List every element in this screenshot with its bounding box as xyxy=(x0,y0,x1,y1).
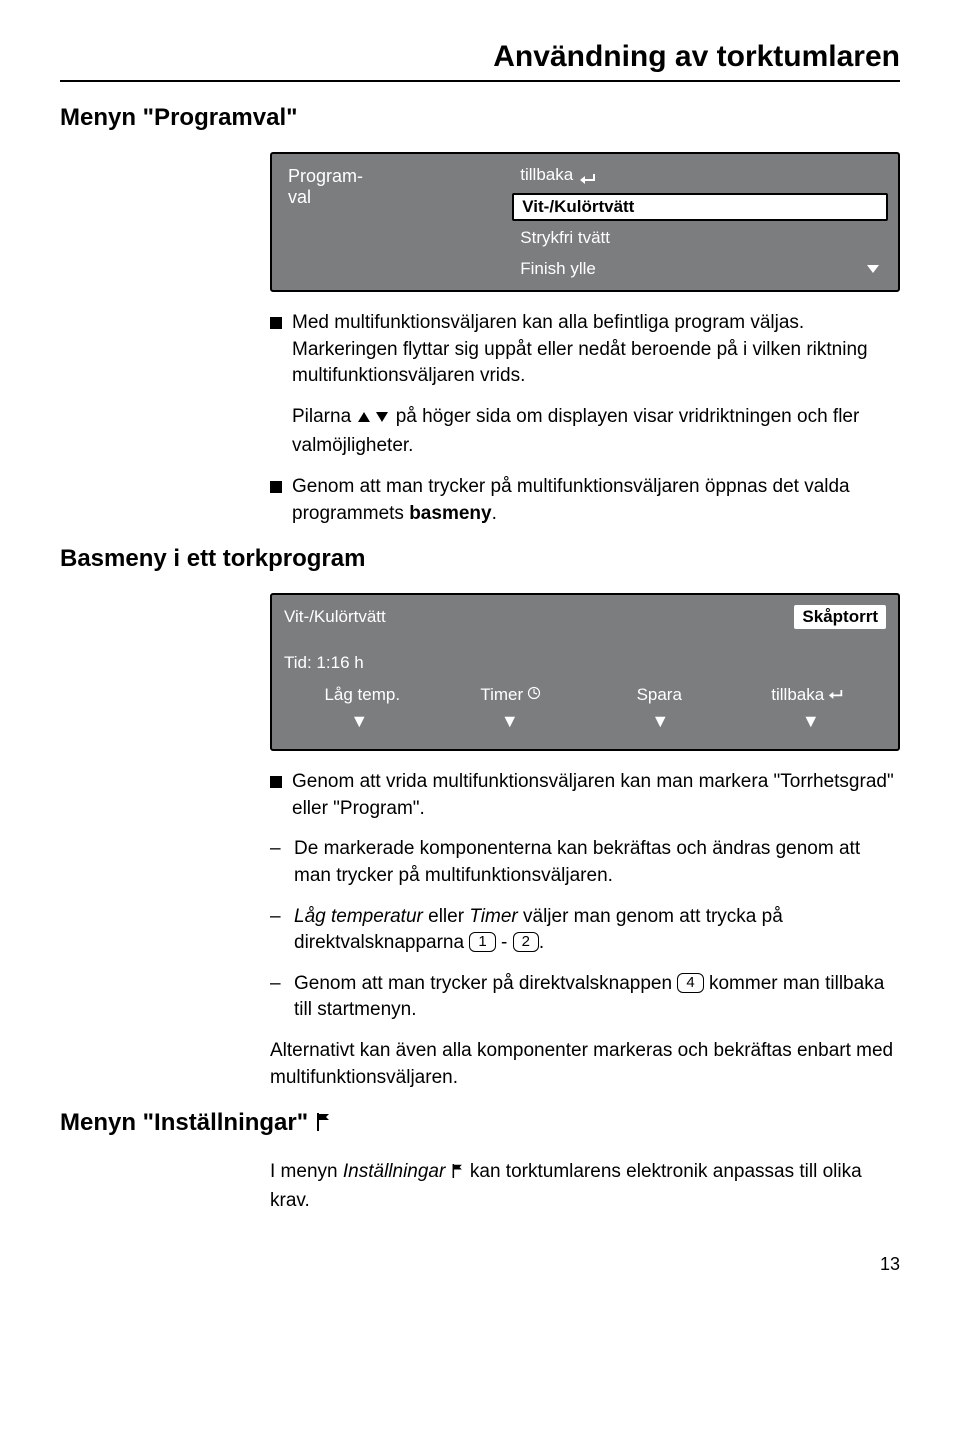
keycap-1: 1 xyxy=(469,932,495,952)
display2-time: Tid: 1:16 h xyxy=(284,653,886,673)
flag-icon xyxy=(451,1161,465,1188)
menu-item-finish-ylle: Finish ylle xyxy=(512,255,888,282)
menu-label: tillbaka xyxy=(520,165,573,185)
down-arrow-icon: ▼ xyxy=(284,711,435,732)
option-tillbaka: tillbaka xyxy=(734,685,883,705)
para-text: De markerade komponenterna kan bekräftas… xyxy=(294,836,900,889)
display-left-line1: Program- xyxy=(288,166,506,187)
page-title: Användning av torktumlaren xyxy=(60,40,900,82)
clock-icon xyxy=(527,685,541,705)
display-menu-list: tillbaka Vit-/Kulörtvätt Strykfri tvätt … xyxy=(512,162,888,282)
keycap-2: 2 xyxy=(513,932,539,952)
menu-label: Finish ylle xyxy=(520,259,596,279)
down-arrow-icon: ▼ xyxy=(585,711,736,732)
display2-options-row: Låg temp. Timer Spara tillbaka xyxy=(284,685,886,705)
section-heading-basmeny: Basmeny i ett torkprogram xyxy=(60,545,900,573)
menu-item-vit-kulortvatt: Vit-/Kulörtvätt xyxy=(512,193,888,221)
page-number: 13 xyxy=(60,1254,900,1275)
down-arrow-icon: ▼ xyxy=(736,711,887,732)
para-text-pilarna: Pilarna på höger sida om displayen visar… xyxy=(292,404,900,460)
square-bullet-icon xyxy=(270,776,282,788)
menu-label: Vit-/Kulörtvätt xyxy=(522,197,634,217)
para-text: Med multifunktionsväljaren kan alla befi… xyxy=(292,310,900,390)
down-arrow-icon xyxy=(866,259,880,279)
flag-icon xyxy=(315,1111,333,1139)
dash-icon: – xyxy=(270,971,284,1024)
para-text: Genom att vrida multifunktionsväljaren k… xyxy=(292,769,900,822)
menu-label: Strykfri tvätt xyxy=(520,228,610,248)
dash-direktval-4: – Genom att man trycker på direktvalskna… xyxy=(270,971,900,1024)
para-text: Låg temperatur eller Timer väljer man ge… xyxy=(294,904,900,957)
display2-badge: Skåptorrt xyxy=(794,605,886,629)
para-installningar: I menyn Inställningar kan torktumlarens … xyxy=(270,1159,900,1214)
dash-icon: – xyxy=(270,836,284,889)
display2-title: Vit-/Kulörtvätt xyxy=(284,607,386,627)
option-spara: Spara xyxy=(585,685,734,705)
down-arrow-icon: ▼ xyxy=(435,711,586,732)
option-timer: Timer xyxy=(437,685,586,705)
square-bullet-icon xyxy=(270,317,282,329)
dash-bekraftas: – De markerade komponenterna kan bekräft… xyxy=(270,836,900,889)
section-heading-programval: Menyn "Programval" xyxy=(60,104,900,132)
display2-arrows-row: ▼ ▼ ▼ ▼ xyxy=(284,711,886,732)
return-icon xyxy=(828,685,844,705)
section-heading-installningar: Menyn "Inställningar" xyxy=(60,1109,900,1139)
option-lag-temp: Låg temp. xyxy=(288,685,437,705)
para-alternativt: Alternativt kan även alla komponenter ma… xyxy=(270,1038,900,1091)
dash-icon: – xyxy=(270,904,284,957)
bullet-multifunktion-valja: Med multifunktionsväljaren kan alla befi… xyxy=(270,310,900,460)
keycap-4: 4 xyxy=(677,973,703,993)
menu-item-tillbaka: tillbaka xyxy=(512,162,888,189)
dash-lag-temp-timer: – Låg temperatur eller Timer väljer man … xyxy=(270,904,900,957)
para-text: Genom att man trycker på multifunktionsv… xyxy=(292,474,900,527)
return-icon xyxy=(579,170,593,180)
up-down-triangle-icon xyxy=(356,407,390,434)
bullet-basmeny: Genom att man trycker på multifunktionsv… xyxy=(270,474,900,527)
bullet-vrida: Genom att vrida multifunktionsväljaren k… xyxy=(270,769,900,822)
display-left-title: Program- val xyxy=(282,162,512,282)
square-bullet-icon xyxy=(270,481,282,493)
para-text: Genom att man trycker på direktvalsknapp… xyxy=(294,971,900,1024)
display-left-line2: val xyxy=(288,187,506,208)
menu-item-strykfri: Strykfri tvätt xyxy=(512,225,888,252)
display-basmeny: Vit-/Kulörtvätt Skåptorrt Tid: 1:16 h Lå… xyxy=(270,593,900,751)
display-programval: Program- val tillbaka Vit-/Kulörtvätt St… xyxy=(270,152,900,292)
